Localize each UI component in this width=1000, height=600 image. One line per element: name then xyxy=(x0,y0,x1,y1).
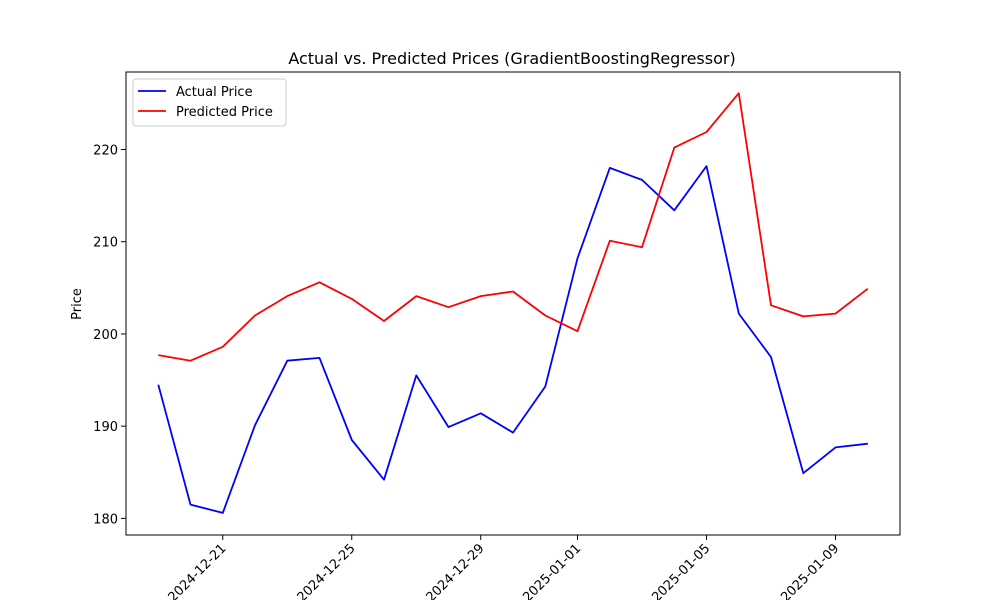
x-tick-label: 2024-12-25 xyxy=(295,541,359,600)
y-tick-label: 200 xyxy=(93,328,118,343)
x-tick-label: 2024-12-21 xyxy=(166,541,230,600)
x-tick-label: 2025-01-05 xyxy=(649,541,713,600)
chart-title: Actual vs. Predicted Prices (GradientBoo… xyxy=(288,49,735,68)
y-tick-label: 190 xyxy=(93,420,118,435)
legend-label: Actual Price xyxy=(176,85,253,100)
x-tick-label: 2025-01-09 xyxy=(778,541,842,600)
y-axis-label: Price xyxy=(70,288,85,320)
series-line-actual-price xyxy=(157,165,868,514)
plot-frame xyxy=(125,71,901,536)
legend: Actual Price Predicted Price xyxy=(132,78,287,127)
y-tick-label: 220 xyxy=(93,143,118,158)
series-line-predicted-price xyxy=(158,92,869,362)
y-tick-label: 210 xyxy=(93,236,118,251)
x-tick-label: 2024-12-29 xyxy=(424,541,488,600)
legend-label: Predicted Price xyxy=(176,105,273,120)
plot-area xyxy=(157,92,869,514)
y-tick-label: 180 xyxy=(93,512,118,527)
x-tick-label: 2025-01-01 xyxy=(520,541,584,600)
legend-box xyxy=(132,78,287,127)
